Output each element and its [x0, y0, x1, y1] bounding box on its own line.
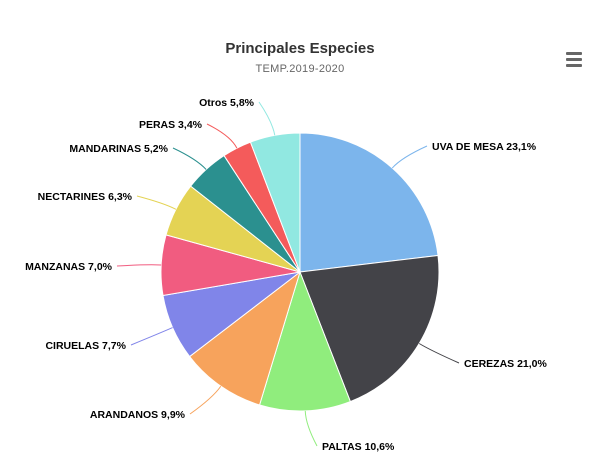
data-label: Otros 5,8%: [199, 97, 255, 109]
data-label: CEREZAS 21,0%: [464, 358, 548, 370]
pie-slice-uva-de-mesa[interactable]: [299, 132, 439, 273]
hamburger-menu-icon[interactable]: [562, 49, 586, 69]
connector-line: [304, 410, 318, 447]
connector-line: [258, 101, 276, 136]
chart-title: Principales Especies: [225, 40, 375, 57]
menu-bar: [566, 64, 582, 67]
pie-slice-paltas[interactable]: [258, 270, 352, 412]
data-label: PERAS 3,4%: [139, 119, 203, 131]
connector-line: [136, 195, 177, 210]
connector-line: [418, 343, 460, 364]
connector-line: [189, 385, 222, 415]
pie-slice-cerezas[interactable]: [299, 254, 440, 403]
connector-line: [130, 327, 173, 346]
chart-subtitle: TEMP.2019-2020: [255, 63, 345, 75]
data-label: CIRUELAS 7,7%: [45, 340, 126, 352]
menu-bar: [566, 52, 582, 55]
data-label: MANDARINAS 5,2%: [69, 143, 168, 155]
data-label: MANZANAS 7,0%: [25, 261, 113, 273]
connector-line: [116, 264, 162, 267]
data-label: UVA DE MESA 23,1%: [432, 141, 537, 153]
connector-line: [172, 147, 207, 170]
menu-bar: [566, 58, 582, 61]
data-label: NECTARINES 6,3%: [38, 191, 133, 203]
data-label: PALTAS 10,6%: [322, 441, 395, 453]
connector-line: [391, 145, 428, 169]
data-label: ARANDANOS 9,9%: [90, 409, 186, 421]
pie-slice-arandanos[interactable]: [188, 270, 301, 406]
connector-line: [206, 123, 238, 149]
